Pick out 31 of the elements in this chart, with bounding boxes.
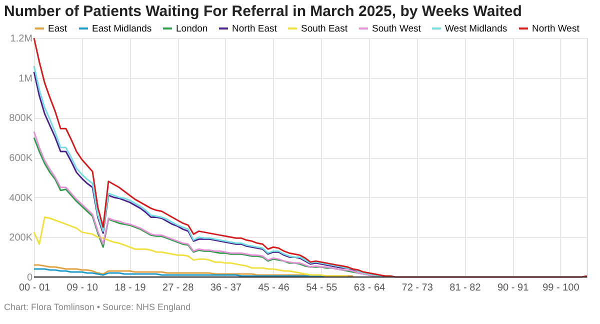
legend-label: South East — [301, 24, 348, 34]
x-tick-label: 54 - 55 — [306, 282, 338, 294]
legend-label: North West — [532, 24, 580, 34]
chart-title: Number of Patients Waiting For Referral in March 2025, by Weeks Waited — [4, 3, 522, 20]
line-series — [33, 37, 588, 278]
legend-label: East — [48, 24, 68, 34]
y-tick-label: 400K — [9, 192, 33, 204]
x-tick-label: 09 - 10 — [66, 282, 98, 294]
legend-label: London — [176, 24, 208, 34]
text: Chart: Flora Tomlinson • Source: NHS England — [4, 302, 191, 312]
legend-label: South West — [372, 24, 422, 34]
x-tick-label: 90 - 91 — [497, 282, 530, 294]
x-tick-label: 63 - 64 — [354, 282, 386, 294]
legend-label: North East — [232, 24, 278, 34]
y-tick-label: 1M — [18, 73, 32, 84]
y-tick-label: 600K — [9, 153, 33, 164]
x-tick-label: 99 - 100 — [542, 282, 580, 294]
legend-label: East Midlands — [92, 24, 152, 34]
x-tick-label: 36 - 37 — [210, 282, 242, 294]
y-tick-label: 0 — [26, 272, 33, 284]
x-tick-label: 72 - 73 — [402, 282, 434, 294]
y-tick-label: 1.2M — [10, 34, 32, 44]
x-tick-label: 00 - 01 — [18, 282, 50, 294]
x-tick-label: 45 - 46 — [258, 282, 290, 294]
y-tick-label: 200K — [9, 232, 33, 244]
line-series — [33, 216, 348, 277]
x-tick-label: 27 - 28 — [162, 282, 194, 294]
x-tick-label: 18 - 19 — [114, 282, 146, 294]
legend-label: West Midlands — [445, 24, 508, 34]
y-tick-label: 800K — [9, 113, 33, 124]
x-tick-label: 81 - 82 — [450, 282, 482, 294]
